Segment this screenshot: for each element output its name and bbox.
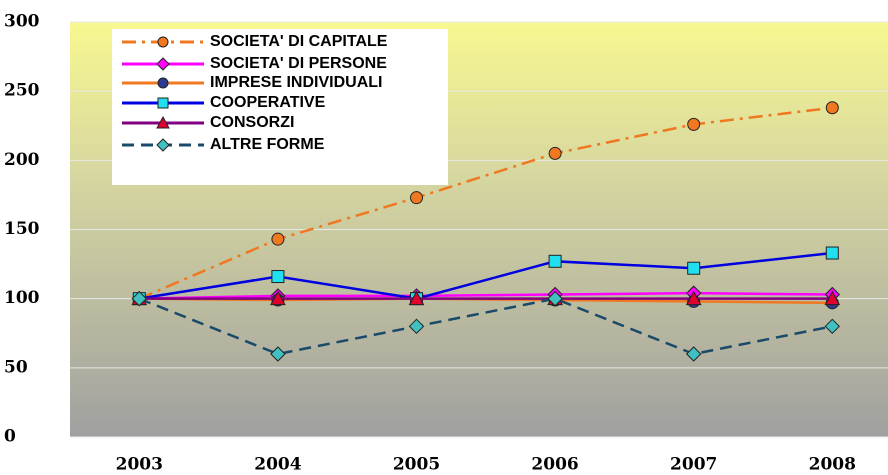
series-line (139, 291, 833, 300)
marker (157, 36, 169, 48)
marker (156, 115, 170, 129)
y-tick-label: 300 (4, 12, 40, 32)
marker (156, 57, 170, 71)
series-line (139, 251, 833, 300)
marker (270, 290, 286, 306)
x-tick-label: 2008 (809, 455, 856, 475)
marker (156, 138, 170, 152)
x-tick-label: 2005 (393, 455, 440, 475)
legend-label: COOPERATIVE (210, 94, 326, 111)
x-tick-label: 2003 (116, 455, 163, 475)
y-tick-label: 0 (4, 427, 16, 447)
legend-label: SOCIETA' DI CAPITALE (210, 33, 388, 50)
marker (824, 290, 841, 306)
y-tick-label: 100 (4, 288, 40, 308)
x-tick-label: 2006 (531, 455, 578, 475)
y-tick-label: 200 (4, 150, 40, 170)
legend-label: ALTRE FORME (210, 136, 325, 153)
marker (131, 290, 148, 307)
marker (408, 290, 425, 306)
x-tick-label: 2007 (670, 455, 717, 475)
y-tick-label: 50 (4, 357, 28, 377)
y-tick-label: 150 (4, 219, 40, 239)
marker (548, 146, 562, 160)
marker (410, 191, 423, 205)
y-tick-label: 250 (4, 81, 40, 101)
marker (824, 318, 841, 335)
marker (271, 232, 285, 246)
marker (157, 77, 169, 89)
marker (157, 97, 169, 109)
series-line (138, 297, 833, 356)
marker (547, 290, 563, 307)
series-line (138, 106, 833, 300)
legend-label: SOCIETA' DI PERSONE (210, 55, 387, 72)
marker (270, 346, 286, 362)
marker (825, 101, 839, 115)
marker (685, 346, 702, 362)
marker (825, 246, 839, 260)
marker (687, 117, 701, 131)
x-tick-label: 2004 (254, 455, 301, 475)
marker (271, 270, 285, 284)
marker (408, 318, 425, 335)
marker (687, 261, 701, 275)
legend-label: IMPRESE INDIVIDUALI (210, 74, 382, 91)
legend-label: CONSORZI (210, 114, 294, 131)
marker (548, 254, 562, 268)
marker (685, 290, 702, 306)
